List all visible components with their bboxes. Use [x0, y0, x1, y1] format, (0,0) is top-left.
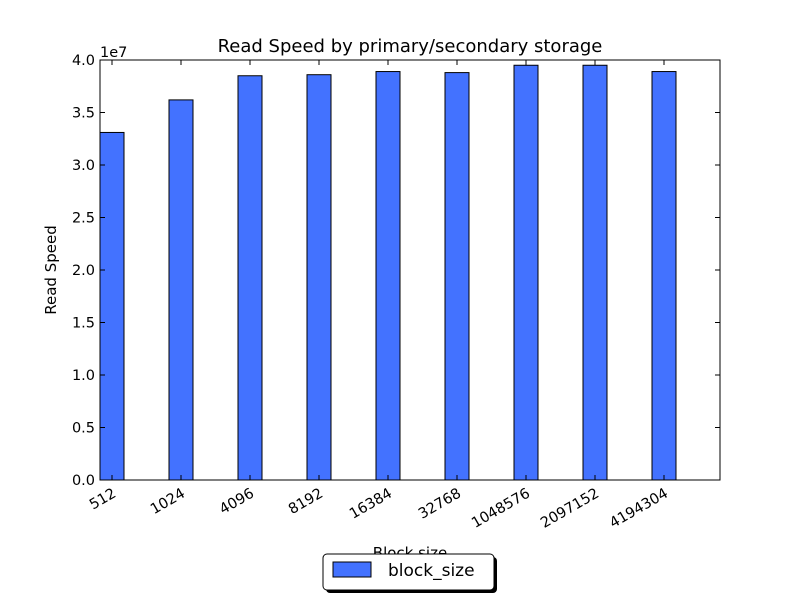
y-tick-label: 2.5: [72, 211, 95, 227]
x-tick-label: 4194304: [607, 486, 671, 532]
legend-label: block_size: [388, 561, 475, 581]
y-ticks: 0.0 0.5 1.0 1.5 2.0 2.5 3.0 3.5 4.0: [72, 53, 720, 489]
bar-512: [99, 131, 125, 481]
legend-swatch: [332, 561, 372, 578]
y-tick-label: 3.0: [72, 158, 95, 174]
x-tick-label: 8192: [286, 486, 326, 518]
bar-16384: [375, 71, 401, 481]
y-tick-label: 4.0: [72, 53, 95, 69]
chart-title: Read Speed by primary/secondary storage: [218, 36, 603, 57]
y-tick-label: 0.5: [72, 421, 95, 437]
y-tick-label: 3.5: [72, 106, 95, 122]
bars-group: [99, 64, 677, 481]
bar-4194304: [651, 71, 677, 481]
x-tick-label: 4096: [217, 486, 257, 518]
y-tick-label: 0.0: [72, 473, 95, 489]
legend: block_size: [322, 553, 497, 593]
bar-1024: [168, 99, 194, 481]
x-tick-label: 2097152: [538, 486, 602, 532]
bar-32768: [444, 72, 470, 481]
plot-frame: [99, 59, 721, 481]
x-tick-label: 1048576: [469, 486, 533, 532]
bar-1048576: [513, 64, 539, 481]
bar-2097152: [582, 64, 608, 481]
x-tick-label: 16384: [347, 486, 395, 523]
bar-8192: [306, 74, 332, 481]
x-tick-label: 512: [87, 486, 119, 514]
y-offset-label: 1e7: [100, 45, 127, 61]
x-tick-label: 1024: [148, 486, 188, 518]
y-tick-label: 1.0: [72, 368, 95, 384]
bar-4096: [237, 75, 263, 481]
y-axis-label: Read Speed: [42, 225, 60, 314]
x-tick-label: 32768: [416, 486, 464, 523]
y-tick-label: 2.0: [72, 263, 95, 279]
y-tick-label: 1.5: [72, 316, 95, 332]
